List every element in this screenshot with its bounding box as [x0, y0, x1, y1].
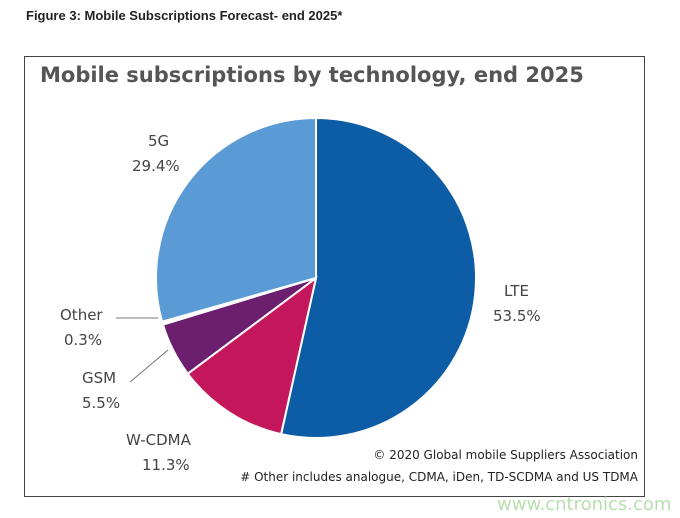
slice-lte [279, 116, 477, 439]
value-5g: 29.4% [132, 157, 180, 175]
value-lte: 53.5% [493, 307, 541, 325]
slice-wcdma [186, 275, 318, 436]
footnote: # Other includes analogue, CDMA, iDen, T… [240, 470, 638, 484]
label-lte: LTE [504, 282, 529, 300]
chart-title: Mobile subscriptions by technology, end … [40, 63, 584, 87]
label-gsm: GSM [82, 369, 116, 387]
leader-line-gsm [129, 349, 169, 383]
value-other: 0.3% [64, 331, 102, 349]
label-wcdma: W-CDMA [126, 431, 192, 449]
label-5g: 5G [148, 132, 169, 150]
value-gsm: 5.5% [82, 394, 120, 412]
value-wcdma: 11.3% [142, 456, 190, 474]
label-other: Other [60, 306, 103, 324]
chart-frame [24, 56, 645, 497]
slice-5g [155, 116, 317, 323]
watermark: www.cntronics.com [497, 494, 672, 515]
credit: © 2020 Global mobile Suppliers Associati… [373, 448, 638, 462]
figure-caption: Figure 3: Mobile Subscriptions Forecast-… [26, 8, 343, 23]
